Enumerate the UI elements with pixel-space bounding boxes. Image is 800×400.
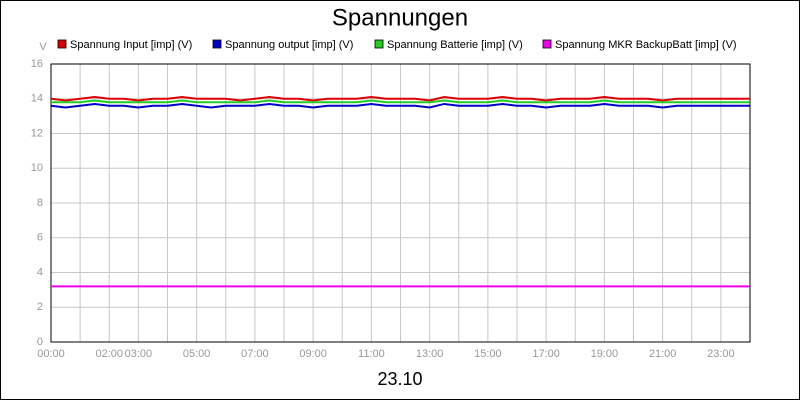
x-tick-label: 00:00 xyxy=(37,348,65,360)
legend-label: Spannung MKR BackupBatt [imp] (V) xyxy=(555,39,737,51)
y-tick-label: 10 xyxy=(31,162,43,174)
y-axis-label: V xyxy=(39,41,47,53)
x-tick-label: 23:00 xyxy=(707,348,735,360)
y-tick-label: 8 xyxy=(37,197,43,209)
x-axis-label: 23.10 xyxy=(377,369,422,389)
legend-swatch xyxy=(212,39,222,49)
series-line xyxy=(51,99,750,104)
legend-swatch xyxy=(57,39,67,49)
x-tick-label: 17:00 xyxy=(532,348,560,360)
chart-title: Spannungen xyxy=(332,4,468,31)
legend-swatch xyxy=(542,39,552,49)
x-tick-label: 15:00 xyxy=(474,348,502,360)
x-tick-label: 05:00 xyxy=(183,348,211,360)
series-line xyxy=(50,95,750,102)
x-tick-label: 11:00 xyxy=(358,348,385,360)
y-tick-label: 0 xyxy=(37,336,43,348)
x-tick-label: 03:00 xyxy=(125,348,153,360)
legend-label: Spannung output [imp] (V) xyxy=(225,39,353,51)
x-tick-label: 13:00 xyxy=(416,348,444,360)
legend-label: Spannung Batterie [imp] (V) xyxy=(387,39,523,51)
y-tick-label: 16 xyxy=(31,58,43,70)
x-tick-label: 21:00 xyxy=(649,348,677,360)
y-tick-label: 14 xyxy=(31,93,43,105)
y-tick-label: 2 xyxy=(37,301,43,313)
plot-border xyxy=(50,63,751,343)
y-tick-label: 6 xyxy=(37,232,43,244)
x-tick-label: 07:00 xyxy=(241,348,269,360)
legend-swatch xyxy=(374,39,384,49)
series-line xyxy=(50,102,750,109)
x-tick-label: 19:00 xyxy=(591,348,619,360)
x-tick-label: 09:00 xyxy=(299,348,327,360)
legend-label: Spannung Input [imp] (V) xyxy=(70,39,192,51)
y-tick-label: 12 xyxy=(31,127,43,139)
x-tick-label: 02:00 xyxy=(95,348,123,360)
y-tick-label: 4 xyxy=(37,266,43,278)
